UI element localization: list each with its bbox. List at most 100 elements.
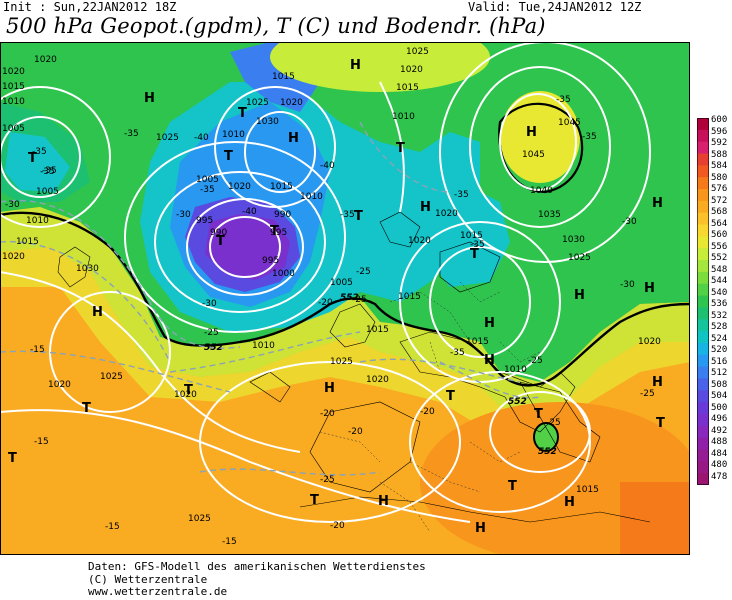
svg-text:-20: -20 <box>348 427 363 437</box>
svg-text:-40: -40 <box>320 161 335 171</box>
svg-text:1025: 1025 <box>246 98 269 108</box>
color-scale-step <box>697 413 709 427</box>
color-scale-label: 528 <box>711 322 728 333</box>
color-scale-label: 536 <box>711 299 728 310</box>
init-time: Init : Sun,22JAN2012 18Z <box>3 0 177 14</box>
svg-text:-40: -40 <box>242 207 257 217</box>
svg-text:H: H <box>484 316 495 331</box>
color-scale-label: 588 <box>711 149 728 160</box>
svg-text:-30: -30 <box>5 200 20 210</box>
svg-text:-35: -35 <box>454 190 469 200</box>
svg-text:H: H <box>526 125 537 140</box>
svg-text:-35: -35 <box>470 240 485 250</box>
svg-text:1015: 1015 <box>460 231 483 241</box>
svg-text:1015: 1015 <box>396 83 419 93</box>
svg-text:-40: -40 <box>194 133 209 143</box>
svg-text:T: T <box>28 151 37 166</box>
field-yellow-band <box>0 247 690 442</box>
color-scale-label: 532 <box>711 310 728 321</box>
svg-text:1010: 1010 <box>252 341 275 351</box>
color-scale-label: 572 <box>711 195 728 206</box>
svg-text:995: 995 <box>270 228 287 238</box>
footer-data-source: Daten: GFS-Modell des amerikanischen Wet… <box>88 560 426 573</box>
color-scale-step <box>697 437 709 450</box>
svg-text:-25: -25 <box>546 418 561 428</box>
map-frame <box>0 42 690 555</box>
color-scale-step <box>697 224 709 237</box>
field-darkorange-corner <box>620 482 690 555</box>
geopot-552-line <box>0 211 690 387</box>
color-scale-label: 504 <box>711 391 728 402</box>
field-yellow-high <box>500 91 580 183</box>
color-scale-bar <box>697 118 709 486</box>
svg-text:-15: -15 <box>30 345 45 355</box>
svg-text:990: 990 <box>210 228 227 238</box>
color-scale-step <box>697 129 709 143</box>
color-scale-step <box>697 402 709 415</box>
svg-text:-30: -30 <box>176 210 191 220</box>
svg-text:T: T <box>8 451 17 466</box>
svg-text:552: 552 <box>340 293 359 303</box>
color-scale-step <box>697 118 709 131</box>
footer-url[interactable]: www.wetterzentrale.de <box>88 585 228 598</box>
field-cyan-east <box>415 182 510 287</box>
color-scale-label: 508 <box>711 379 728 390</box>
color-scale-label: 524 <box>711 333 728 344</box>
svg-text:1025: 1025 <box>156 133 179 143</box>
svg-text:H: H <box>644 281 655 296</box>
svg-text:-30: -30 <box>622 217 637 227</box>
field-lime-band <box>0 207 690 417</box>
svg-text:1005: 1005 <box>196 175 219 185</box>
color-scale-step <box>697 189 709 202</box>
color-scale-label: 576 <box>711 184 728 195</box>
svg-text:-35: -35 <box>450 348 465 358</box>
svg-text:T: T <box>354 209 363 224</box>
field-green-small <box>534 423 558 451</box>
svg-text:1015: 1015 <box>2 82 25 92</box>
svg-text:1000: 1000 <box>272 269 295 279</box>
field-deep-purple <box>205 214 290 280</box>
svg-text:-35: -35 <box>340 210 355 220</box>
color-scale-step <box>697 366 709 379</box>
svg-text:1025: 1025 <box>188 514 211 524</box>
svg-text:1005: 1005 <box>330 278 353 288</box>
color-scale-label: 592 <box>711 138 728 149</box>
color-scale-step <box>697 342 709 356</box>
svg-text:-20: -20 <box>318 298 333 308</box>
svg-text:-25: -25 <box>356 267 371 277</box>
svg-text:-35: -35 <box>582 132 597 142</box>
field-lime-north <box>270 42 490 92</box>
svg-text:-35: -35 <box>40 167 55 177</box>
svg-text:-15: -15 <box>222 537 237 547</box>
color-scale-step <box>697 236 709 249</box>
svg-text:1010: 1010 <box>2 97 25 107</box>
color-scale-step <box>697 307 709 320</box>
svg-text:1025: 1025 <box>406 47 429 57</box>
svg-text:552: 552 <box>508 397 527 407</box>
color-scale-label: 540 <box>711 287 728 298</box>
color-scale-label: 584 <box>711 161 728 172</box>
svg-text:-25: -25 <box>320 475 335 485</box>
svg-text:H: H <box>378 494 389 509</box>
svg-text:1015: 1015 <box>466 337 489 347</box>
svg-text:1030: 1030 <box>76 264 99 274</box>
svg-text:H: H <box>288 131 299 146</box>
svg-text:T: T <box>534 407 543 422</box>
color-scale-label: 516 <box>711 356 728 367</box>
isotherms <box>0 121 541 476</box>
color-scale-step <box>697 354 709 368</box>
svg-text:1020: 1020 <box>435 209 458 219</box>
svg-text:H: H <box>350 58 361 73</box>
svg-text:995: 995 <box>196 216 213 226</box>
svg-text:1020: 1020 <box>400 65 423 75</box>
svg-text:1005: 1005 <box>36 187 59 197</box>
svg-text:552: 552 <box>204 343 223 353</box>
isobars <box>0 42 651 523</box>
color-scale-label: 548 <box>711 264 728 275</box>
svg-text:-35: -35 <box>32 147 47 157</box>
color-scale-step <box>697 283 709 297</box>
svg-text:T: T <box>656 416 665 431</box>
svg-text:1015: 1015 <box>576 485 599 495</box>
svg-text:1030: 1030 <box>256 117 279 127</box>
color-scale-step <box>697 390 709 403</box>
